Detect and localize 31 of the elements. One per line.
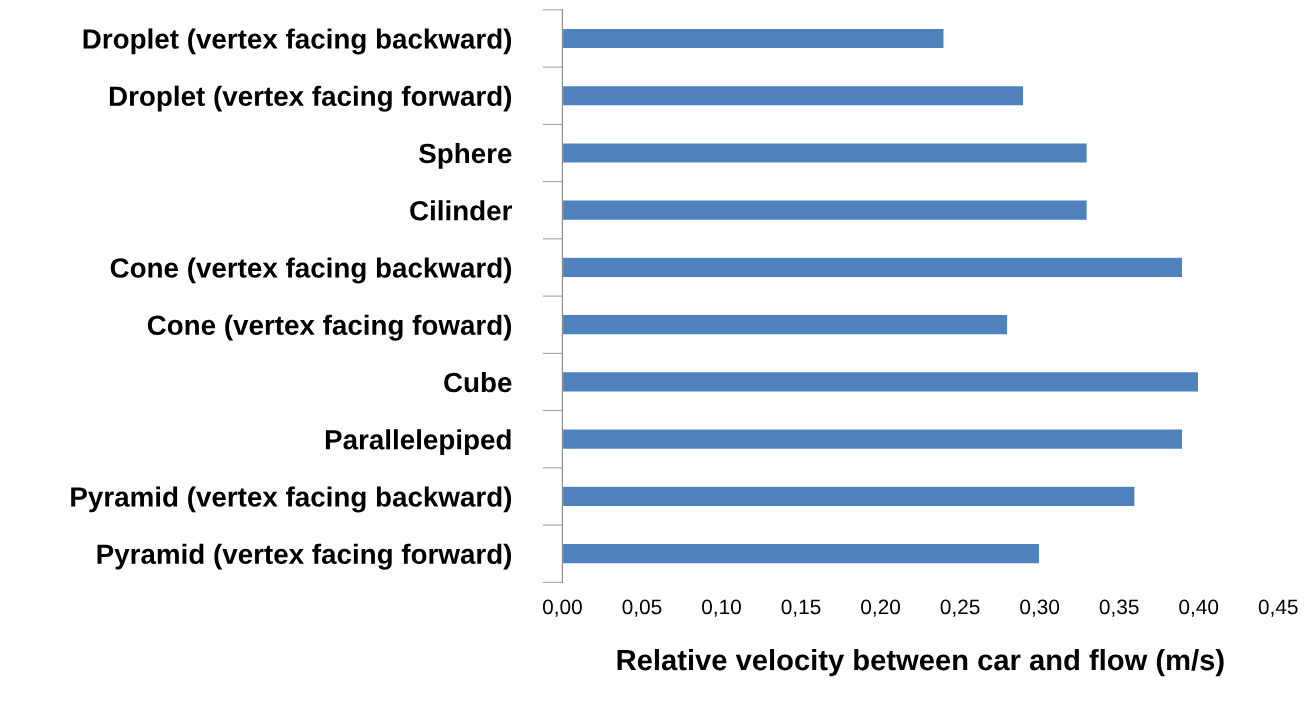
y-tick-label: Droplet (vertex facing backward) <box>83 28 512 55</box>
x-tick-label: 0,00 <box>542 599 582 617</box>
bar <box>562 313 1009 336</box>
x-tick-label: 0,45 <box>1258 599 1298 617</box>
y-tick-label: Pyramid (vertex facing forward) <box>97 543 512 570</box>
y-tick-label: Droplet (vertex facing forward) <box>109 85 512 112</box>
y-tick-label: Cilinder <box>410 200 512 221</box>
x-tick-label: 0,15 <box>781 599 821 617</box>
bar <box>562 141 1089 164</box>
x-tick-label: 0,40 <box>1179 599 1219 617</box>
y-tick-label: Pyramid (vertex facing backward) <box>71 486 512 513</box>
bar <box>562 428 1184 451</box>
bar <box>562 84 1025 107</box>
x-tick-label: 0,25 <box>940 599 980 617</box>
x-tick-label: 0,30 <box>1020 599 1060 617</box>
x-axis-title: Relative velocity between car and flow (m/s) <box>617 648 1224 677</box>
x-tick-label: 0,35 <box>1099 599 1139 617</box>
y-tick-label: Cube <box>444 371 512 393</box>
y-tick-label: Sphere <box>419 142 512 169</box>
x-tick-label: 0,10 <box>702 599 741 617</box>
bar <box>562 199 1089 222</box>
y-tick-label: Cone (vertex facing backward) <box>110 257 512 284</box>
y-tick-label: Cone (vertex facing foward) <box>147 314 512 341</box>
bar <box>562 370 1200 393</box>
bar <box>562 27 945 50</box>
x-tick-label: 0,05 <box>622 599 662 617</box>
bar <box>562 256 1184 279</box>
bar <box>562 542 1041 565</box>
y-tick-label: Parallelepiped <box>325 429 511 456</box>
x-tick-label: 0,20 <box>861 599 901 617</box>
bar <box>562 485 1136 508</box>
